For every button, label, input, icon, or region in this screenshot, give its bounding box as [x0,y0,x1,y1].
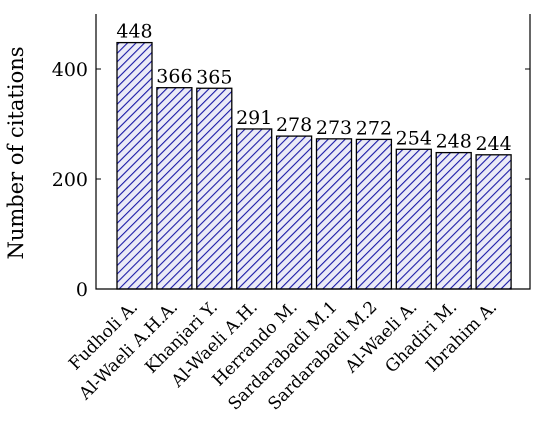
data-label-10: 244 [475,133,511,155]
data-label-9: 248 [436,131,472,153]
data-label-8: 254 [396,127,432,149]
bar-8 [395,148,432,290]
data-label-7: 272 [356,117,392,139]
axis-frame [95,14,531,290]
data-label-2: 366 [156,66,192,88]
data-label-4: 291 [236,107,272,129]
bar-2 [156,87,193,290]
bar-4 [236,128,273,290]
bar-6 [315,138,353,290]
data-label-3: 365 [196,66,232,88]
y-tick-label-3: 400 [52,59,88,81]
bar-7 [355,138,393,290]
bar-5 [275,135,313,290]
bar-3 [196,87,233,290]
data-label-5: 278 [276,114,312,136]
bar-10 [475,154,512,290]
y-tick-label-1: 0 [76,279,88,301]
bar-9 [435,151,472,290]
bar-1 [116,41,153,290]
data-label-1: 448 [116,21,152,43]
y-axis-title: Number of citations [4,46,28,259]
y-tick-label-2: 200 [52,169,88,191]
data-label-6: 273 [316,117,352,139]
